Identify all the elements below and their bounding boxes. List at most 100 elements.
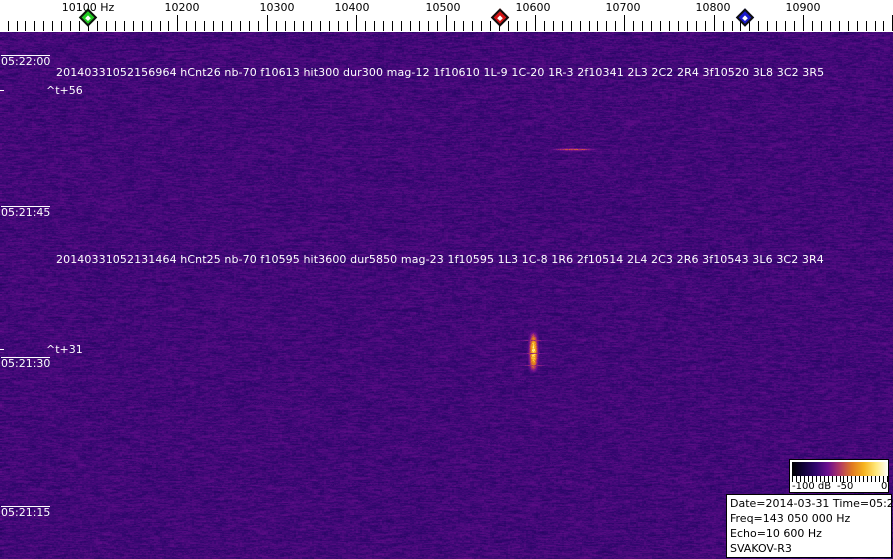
freq-tick-minor <box>678 21 679 31</box>
colorbar-tick <box>828 476 829 482</box>
freq-tick-minor <box>249 21 250 31</box>
freq-tick-minor <box>419 21 420 31</box>
time-axis-label: 05:22:00 <box>1 55 51 68</box>
freq-tick-minor <box>133 21 134 31</box>
marker-center-dot <box>497 14 503 21</box>
colorbar-tick <box>836 476 837 482</box>
colorbar-tick <box>859 476 860 482</box>
freq-tick-minor <box>365 21 366 31</box>
freq-tick-minor <box>606 21 607 31</box>
freq-axis-label: 10700 <box>605 1 641 14</box>
freq-tick-minor <box>562 21 563 31</box>
freq-tick-minor <box>374 21 375 31</box>
freq-tick-minor <box>311 21 312 31</box>
detection-log-line: 20140331052156964 hCnt26 nb-70 f10613 hi… <box>56 66 825 79</box>
colorbar-tick <box>812 476 813 482</box>
freq-tick-minor <box>70 21 71 31</box>
freq-tick-minor <box>758 21 759 31</box>
freq-tick-minor <box>651 21 652 31</box>
colorbar-tick <box>820 476 821 482</box>
freq-tick-minor <box>633 21 634 31</box>
freq-tick-minor <box>740 21 741 31</box>
colorbar-labels: -100 dB -50 0 <box>790 481 890 493</box>
freq-tick-minor <box>338 21 339 31</box>
colorbar-tick <box>879 476 880 482</box>
colorbar-tick <box>867 476 868 482</box>
colorbar-tick <box>832 476 833 482</box>
status-info-box: Date=2014-03-31 Time=05:22 UTC Freq=143 … <box>726 494 893 558</box>
info-frequency: Freq=143 050 000 Hz <box>730 512 851 525</box>
info-date-time: Date=2014-03-31 Time=05:22 UTC <box>730 497 893 510</box>
freq-tick-minor <box>749 21 750 31</box>
freq-tick-minor <box>142 21 143 31</box>
freq-tick-minor <box>642 21 643 31</box>
freq-tick-minor <box>276 21 277 31</box>
freq-tick-minor <box>240 21 241 31</box>
colorbar-legend: -100 dB -50 0 <box>789 459 889 493</box>
freq-tick-minor <box>517 21 518 31</box>
freq-tick-minor <box>160 21 161 31</box>
freq-tick-minor <box>732 21 733 31</box>
marker-blue-icon[interactable] <box>735 8 755 27</box>
freq-tick-minor <box>696 21 697 31</box>
marker-red-icon[interactable] <box>490 8 510 27</box>
freq-tick-minor <box>767 21 768 31</box>
colorbar-tick <box>883 476 884 482</box>
freq-tick-minor <box>821 21 822 31</box>
colorbar-max-label: 0 <box>881 481 888 492</box>
freq-tick-minor <box>830 21 831 31</box>
colorbar-tick <box>887 476 888 482</box>
freq-tick-minor <box>705 21 706 31</box>
freq-tick-minor <box>857 21 858 31</box>
freq-tick-minor <box>97 21 98 31</box>
freq-tick-minor <box>597 21 598 31</box>
colorbar-min-label: -100 dB <box>792 481 832 492</box>
freq-tick-minor <box>17 21 18 31</box>
freq-tick-minor <box>660 21 661 31</box>
colorbar-tick <box>863 476 864 482</box>
event-tick <box>0 90 4 91</box>
freq-tick-minor <box>508 21 509 31</box>
freq-tick-minor <box>794 21 795 31</box>
freq-tick-minor <box>687 21 688 31</box>
freq-tick-minor <box>883 21 884 31</box>
freq-tick-minor <box>34 21 35 31</box>
freq-tick-minor <box>615 21 616 31</box>
freq-axis-label: 10400 <box>334 1 370 14</box>
freq-tick-minor <box>544 21 545 31</box>
freq-axis-label: 10500 <box>425 1 461 14</box>
freq-tick-minor <box>186 21 187 31</box>
freq-tick-minor <box>669 21 670 31</box>
spectrogram-canvas[interactable]: 05:22:00 05:21:45 05:21:30 05:21:15 ^t+56 ^t+… <box>0 32 893 559</box>
colorbar-tick <box>824 476 825 482</box>
freq-tick-minor <box>571 21 572 31</box>
freq-tick-minor <box>258 21 259 31</box>
colorbar-tick <box>800 476 801 482</box>
colorbar-tick <box>851 476 852 482</box>
event-tick <box>0 349 4 350</box>
colorbar-tick <box>840 476 841 482</box>
freq-tick-minor <box>383 21 384 31</box>
freq-axis-label: 10100 Hz <box>61 1 115 14</box>
freq-tick-minor <box>115 21 116 31</box>
freq-tick-minor <box>285 21 286 31</box>
freq-tick-minor <box>454 21 455 31</box>
freq-tick-minor <box>222 21 223 31</box>
freq-tick-minor <box>213 21 214 31</box>
time-axis-label: 05:21:30 <box>1 357 51 370</box>
event-time-marker: ^t+31 <box>46 343 83 356</box>
freq-tick-minor <box>195 21 196 31</box>
colorbar-tick <box>855 476 856 482</box>
freq-tick-minor <box>392 21 393 31</box>
freq-tick-minor <box>580 21 581 31</box>
freq-tick-minor <box>8 21 9 31</box>
freq-tick-minor <box>481 21 482 31</box>
freq-tick-minor <box>106 21 107 31</box>
freq-tick-minor <box>294 21 295 31</box>
freq-tick-major <box>803 15 804 31</box>
colorbar-tick <box>871 476 872 482</box>
freq-axis-label: 10300 <box>259 1 295 14</box>
freq-tick-minor <box>320 21 321 31</box>
time-axis-label: 05:21:15 <box>1 506 51 519</box>
